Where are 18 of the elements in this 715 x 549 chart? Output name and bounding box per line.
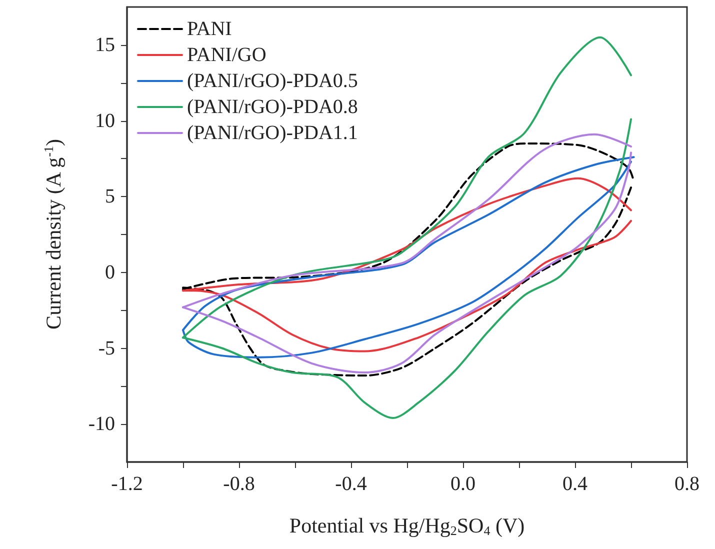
x-tick-label: -1.2 xyxy=(111,473,143,495)
y-tick-label: 10 xyxy=(95,110,115,132)
legend-label: (PANI/rGO)-PDA0.8 xyxy=(187,96,358,118)
legend-label: (PANI/rGO)-PDA0.5 xyxy=(187,70,358,92)
legend-label: PANI/GO xyxy=(187,44,266,66)
y-tick-label: 15 xyxy=(95,34,115,56)
y-tick-label: 0 xyxy=(105,261,115,284)
x-tick-label: 0.0 xyxy=(450,473,476,495)
x-tick-label: 0.4 xyxy=(562,473,588,495)
y-tick-label: -10 xyxy=(88,413,115,436)
y-tick-label: -5 xyxy=(98,337,115,360)
x-tick-label: 0.8 xyxy=(674,473,700,495)
y-axis-title: Current density (A g-1) xyxy=(41,138,66,330)
x-tick-label: -0.4 xyxy=(335,473,367,495)
legend-label: PANI xyxy=(187,18,232,40)
y-tick-label: 5 xyxy=(105,186,115,208)
x-tick-label: -0.8 xyxy=(223,473,255,495)
legend-label: (PANI/rGO)-PDA1.1 xyxy=(187,122,358,144)
